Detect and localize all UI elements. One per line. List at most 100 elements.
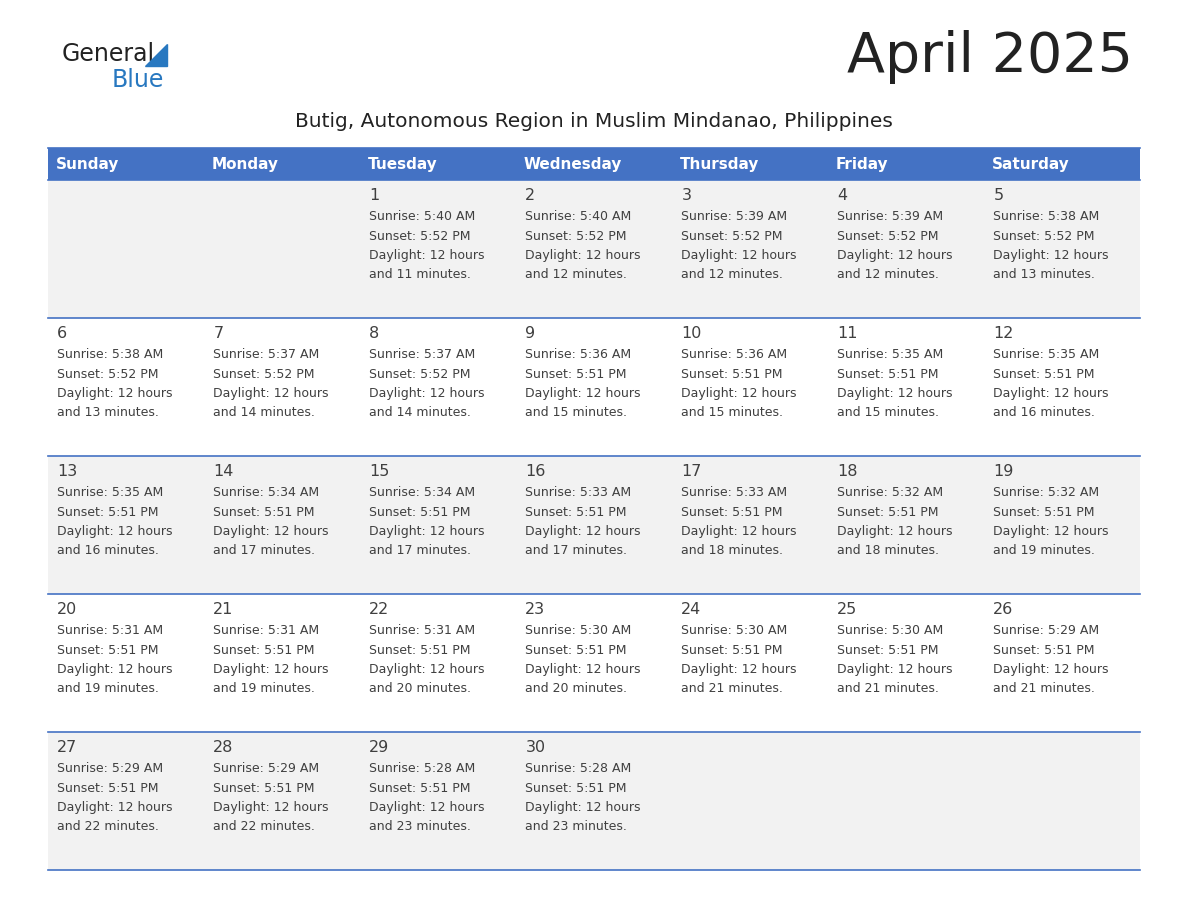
Text: Daylight: 12 hours: Daylight: 12 hours: [838, 249, 953, 262]
Text: Sunrise: 5:31 AM: Sunrise: 5:31 AM: [369, 624, 475, 637]
Text: 17: 17: [682, 464, 702, 479]
Text: Sunrise: 5:39 AM: Sunrise: 5:39 AM: [682, 210, 788, 223]
Text: and 22 minutes.: and 22 minutes.: [57, 821, 159, 834]
Text: Sunset: 5:51 PM: Sunset: 5:51 PM: [214, 781, 315, 794]
Text: and 23 minutes.: and 23 minutes.: [525, 821, 627, 834]
Text: 20: 20: [57, 602, 77, 617]
Text: 23: 23: [525, 602, 545, 617]
Text: Sunrise: 5:33 AM: Sunrise: 5:33 AM: [525, 486, 632, 499]
Text: and 14 minutes.: and 14 minutes.: [369, 407, 472, 420]
Text: Daylight: 12 hours: Daylight: 12 hours: [993, 387, 1108, 400]
Text: Sunset: 5:52 PM: Sunset: 5:52 PM: [369, 230, 470, 242]
Text: Sunrise: 5:38 AM: Sunrise: 5:38 AM: [993, 210, 1100, 223]
Text: Daylight: 12 hours: Daylight: 12 hours: [369, 663, 485, 676]
Text: and 13 minutes.: and 13 minutes.: [57, 407, 159, 420]
Text: Sunrise: 5:35 AM: Sunrise: 5:35 AM: [57, 486, 164, 499]
Text: Sunset: 5:52 PM: Sunset: 5:52 PM: [369, 367, 470, 380]
Text: and 19 minutes.: and 19 minutes.: [57, 682, 159, 696]
Text: and 12 minutes.: and 12 minutes.: [682, 268, 783, 282]
Text: Daylight: 12 hours: Daylight: 12 hours: [682, 525, 797, 538]
Text: General: General: [62, 42, 156, 66]
Text: 10: 10: [682, 326, 702, 341]
Text: and 11 minutes.: and 11 minutes.: [369, 268, 472, 282]
Text: and 19 minutes.: and 19 minutes.: [214, 682, 315, 696]
Text: Daylight: 12 hours: Daylight: 12 hours: [993, 663, 1108, 676]
Text: and 15 minutes.: and 15 minutes.: [682, 407, 783, 420]
Text: Sunset: 5:51 PM: Sunset: 5:51 PM: [525, 367, 627, 380]
Text: Sunset: 5:51 PM: Sunset: 5:51 PM: [682, 506, 783, 519]
Text: Daylight: 12 hours: Daylight: 12 hours: [214, 387, 329, 400]
Text: Sunrise: 5:40 AM: Sunrise: 5:40 AM: [525, 210, 632, 223]
Text: and 19 minutes.: and 19 minutes.: [993, 544, 1095, 557]
Text: 26: 26: [993, 602, 1013, 617]
Text: Sunset: 5:52 PM: Sunset: 5:52 PM: [993, 230, 1095, 242]
Text: Sunrise: 5:38 AM: Sunrise: 5:38 AM: [57, 348, 164, 361]
Text: 11: 11: [838, 326, 858, 341]
Text: Sunrise: 5:30 AM: Sunrise: 5:30 AM: [682, 624, 788, 637]
Text: Daylight: 12 hours: Daylight: 12 hours: [682, 663, 797, 676]
Text: and 23 minutes.: and 23 minutes.: [369, 821, 472, 834]
Text: and 15 minutes.: and 15 minutes.: [838, 407, 940, 420]
Text: Blue: Blue: [112, 68, 164, 92]
Text: Butig, Autonomous Region in Muslim Mindanao, Philippines: Butig, Autonomous Region in Muslim Minda…: [295, 112, 893, 131]
Text: Sunrise: 5:36 AM: Sunrise: 5:36 AM: [525, 348, 632, 361]
Text: Daylight: 12 hours: Daylight: 12 hours: [525, 663, 640, 676]
Text: Tuesday: Tuesday: [368, 156, 437, 172]
Text: Sunrise: 5:32 AM: Sunrise: 5:32 AM: [993, 486, 1099, 499]
Text: and 22 minutes.: and 22 minutes.: [214, 821, 315, 834]
Text: and 18 minutes.: and 18 minutes.: [838, 544, 940, 557]
Text: and 12 minutes.: and 12 minutes.: [838, 268, 940, 282]
Text: and 16 minutes.: and 16 minutes.: [57, 544, 159, 557]
Text: Daylight: 12 hours: Daylight: 12 hours: [57, 801, 173, 814]
Text: Sunset: 5:51 PM: Sunset: 5:51 PM: [838, 367, 939, 380]
Text: Daylight: 12 hours: Daylight: 12 hours: [57, 663, 173, 676]
Text: Daylight: 12 hours: Daylight: 12 hours: [682, 387, 797, 400]
Text: 5: 5: [993, 188, 1004, 203]
Text: Sunrise: 5:29 AM: Sunrise: 5:29 AM: [57, 762, 164, 775]
Text: Sunset: 5:51 PM: Sunset: 5:51 PM: [838, 506, 939, 519]
Text: Sunset: 5:51 PM: Sunset: 5:51 PM: [993, 506, 1095, 519]
Text: Sunset: 5:51 PM: Sunset: 5:51 PM: [993, 367, 1095, 380]
Text: 19: 19: [993, 464, 1013, 479]
Text: 8: 8: [369, 326, 380, 341]
Text: Sunrise: 5:40 AM: Sunrise: 5:40 AM: [369, 210, 475, 223]
Text: 27: 27: [57, 740, 77, 755]
Text: Friday: Friday: [836, 156, 889, 172]
Text: 29: 29: [369, 740, 390, 755]
Text: Sunset: 5:51 PM: Sunset: 5:51 PM: [525, 781, 627, 794]
Text: and 17 minutes.: and 17 minutes.: [369, 544, 472, 557]
Bar: [48, 180, 1140, 318]
Text: 3: 3: [682, 188, 691, 203]
Text: Sunrise: 5:29 AM: Sunrise: 5:29 AM: [993, 624, 1099, 637]
Text: Sunrise: 5:37 AM: Sunrise: 5:37 AM: [369, 348, 475, 361]
Text: Sunrise: 5:34 AM: Sunrise: 5:34 AM: [369, 486, 475, 499]
Text: Daylight: 12 hours: Daylight: 12 hours: [369, 249, 485, 262]
Text: Daylight: 12 hours: Daylight: 12 hours: [993, 525, 1108, 538]
Text: Daylight: 12 hours: Daylight: 12 hours: [214, 663, 329, 676]
Text: and 16 minutes.: and 16 minutes.: [993, 407, 1095, 420]
Text: Sunrise: 5:39 AM: Sunrise: 5:39 AM: [838, 210, 943, 223]
Text: Sunset: 5:52 PM: Sunset: 5:52 PM: [214, 367, 315, 380]
Text: Sunset: 5:52 PM: Sunset: 5:52 PM: [682, 230, 783, 242]
Text: 28: 28: [214, 740, 234, 755]
Text: Daylight: 12 hours: Daylight: 12 hours: [525, 525, 640, 538]
Text: Sunset: 5:52 PM: Sunset: 5:52 PM: [838, 230, 939, 242]
Text: Daylight: 12 hours: Daylight: 12 hours: [57, 387, 173, 400]
Text: and 21 minutes.: and 21 minutes.: [838, 682, 940, 696]
Text: Sunset: 5:51 PM: Sunset: 5:51 PM: [214, 644, 315, 656]
Bar: [48, 318, 1140, 456]
Text: Sunset: 5:51 PM: Sunset: 5:51 PM: [838, 644, 939, 656]
Text: Saturday: Saturday: [992, 156, 1069, 172]
Text: Sunrise: 5:28 AM: Sunrise: 5:28 AM: [369, 762, 475, 775]
Bar: [48, 594, 1140, 732]
Text: Sunrise: 5:30 AM: Sunrise: 5:30 AM: [838, 624, 943, 637]
Text: 12: 12: [993, 326, 1013, 341]
Text: Sunrise: 5:32 AM: Sunrise: 5:32 AM: [838, 486, 943, 499]
Text: Sunset: 5:51 PM: Sunset: 5:51 PM: [369, 506, 470, 519]
Text: 9: 9: [525, 326, 536, 341]
Text: Daylight: 12 hours: Daylight: 12 hours: [214, 801, 329, 814]
Text: 1: 1: [369, 188, 380, 203]
Text: and 21 minutes.: and 21 minutes.: [682, 682, 783, 696]
Text: 6: 6: [57, 326, 68, 341]
Text: Sunrise: 5:35 AM: Sunrise: 5:35 AM: [838, 348, 943, 361]
